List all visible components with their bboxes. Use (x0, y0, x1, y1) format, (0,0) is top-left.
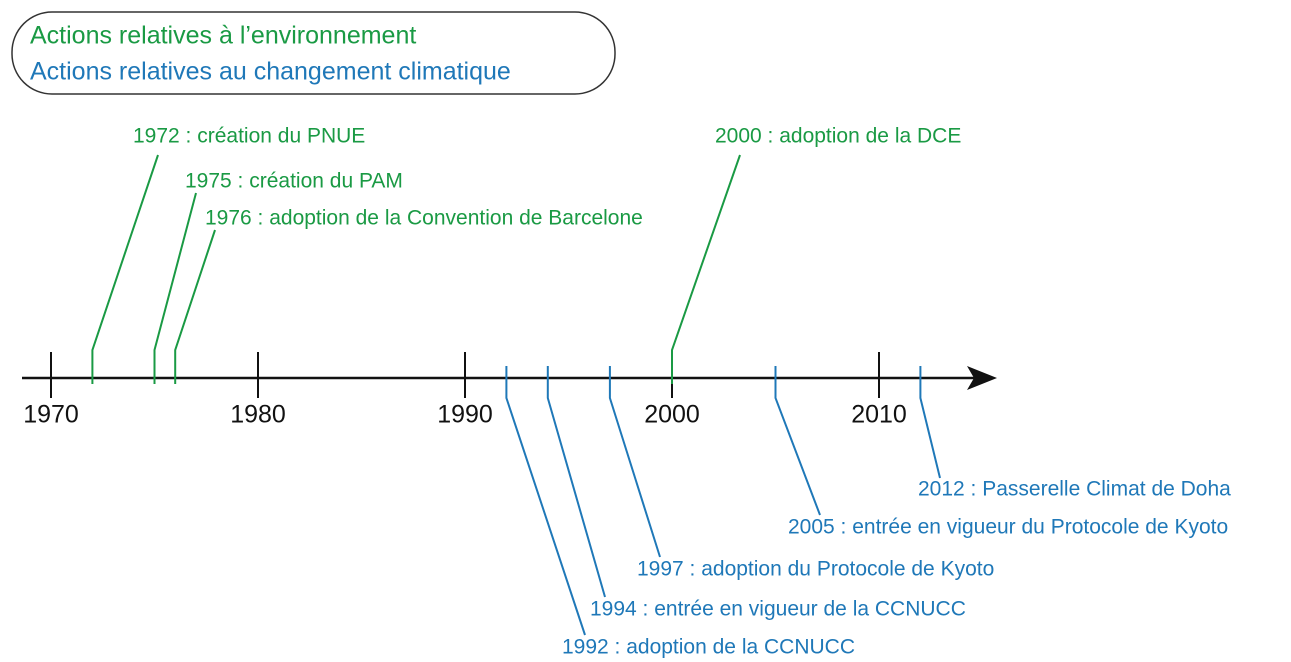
event-connector (774, 366, 821, 516)
event-connector (505, 366, 586, 636)
axis-tick-label: 2010 (851, 401, 907, 429)
event-label: 2000 : adoption de la DCE (715, 125, 961, 148)
event-label: 1992 : adoption de la CCNUCC (562, 636, 855, 659)
event-label: 1972 : création du PNUE (133, 125, 365, 148)
legend-box (11, 11, 616, 95)
event-connector (153, 192, 197, 384)
event-label: 1994 : entrée en vigueur de la CCNUCC (590, 598, 966, 621)
event-connector (919, 366, 941, 479)
axis-tick-label: 1990 (437, 401, 493, 429)
event-label: 2005 : entrée en vigueur du Protocole de… (788, 516, 1228, 539)
axis-tick-label: 2000 (644, 401, 700, 429)
axis-tick-label: 1980 (230, 401, 286, 429)
event-connector (91, 154, 159, 384)
event-label: 2012 : Passerelle Climat de Doha (918, 478, 1231, 501)
event-label: 1997 : adoption du Protocole de Kyoto (637, 558, 994, 581)
legend-environment: Actions relatives à l’environnement (30, 22, 416, 50)
event-connector (174, 229, 216, 384)
legend-climate: Actions relatives au changement climatiq… (30, 58, 511, 86)
event-label: 1976 : adoption de la Convention de Barc… (205, 207, 643, 230)
event-connector (671, 154, 741, 384)
axis-tick-label: 1970 (23, 401, 79, 429)
event-connector (546, 366, 606, 598)
event-label: 1975 : création du PAM (185, 170, 403, 193)
event-connector (608, 366, 661, 558)
axis-arrow (967, 366, 997, 390)
